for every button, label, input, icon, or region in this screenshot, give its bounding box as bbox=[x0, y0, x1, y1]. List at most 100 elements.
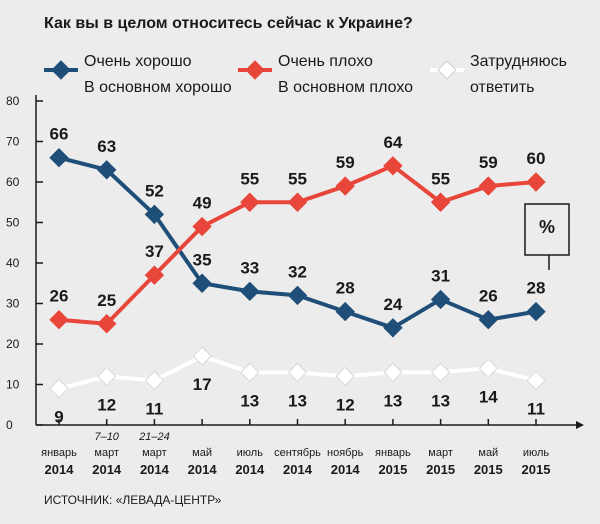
x-tick-month: ноябрь bbox=[327, 447, 364, 459]
series-3-point bbox=[478, 358, 499, 379]
series-1-point bbox=[383, 318, 403, 338]
x-tick-month: январь bbox=[41, 447, 77, 459]
series-3-point bbox=[96, 366, 117, 387]
y-tick-label: 70 bbox=[6, 135, 20, 149]
legend-label: Очень плохо bbox=[278, 53, 373, 70]
legend-swatch-marker bbox=[437, 60, 457, 80]
data-label: 14 bbox=[479, 387, 498, 406]
data-label: 11 bbox=[145, 399, 163, 418]
y-tick-label: 10 bbox=[6, 378, 20, 392]
x-tick-month: май bbox=[192, 447, 212, 459]
series-1-point bbox=[526, 301, 546, 322]
data-label: 12 bbox=[97, 395, 116, 414]
series-1-point bbox=[430, 289, 451, 310]
legend-label: В основном плохо bbox=[278, 79, 413, 96]
series-3-point bbox=[192, 346, 212, 366]
x-tick-year: 2015 bbox=[426, 462, 455, 477]
series-2-point bbox=[335, 176, 355, 196]
legend-label: ответить bbox=[470, 79, 535, 96]
unit-box bbox=[524, 203, 570, 256]
x-tick-year: 2014 bbox=[188, 462, 218, 477]
x-axis-arrow bbox=[576, 421, 584, 429]
unit-label: % bbox=[539, 217, 555, 237]
series-1-point bbox=[478, 309, 499, 330]
data-label: 13 bbox=[240, 391, 259, 410]
series-1-point bbox=[96, 160, 117, 180]
y-tick-label: 0 bbox=[6, 418, 13, 432]
data-label: 17 bbox=[193, 375, 212, 394]
data-label: 35 bbox=[193, 250, 212, 269]
series-3-point bbox=[49, 378, 69, 399]
data-label: 28 bbox=[336, 279, 355, 298]
data-label: 26 bbox=[50, 287, 69, 306]
y-tick-label: 50 bbox=[6, 216, 20, 230]
legend-swatch-marker bbox=[245, 60, 265, 80]
data-label: 26 bbox=[479, 287, 498, 306]
series-2-point bbox=[96, 314, 117, 334]
data-label: 31 bbox=[431, 266, 450, 285]
data-label: 64 bbox=[383, 133, 402, 152]
x-tick-year: 2014 bbox=[331, 462, 361, 477]
data-label: 37 bbox=[145, 242, 164, 261]
data-label: 13 bbox=[383, 391, 402, 410]
series-1-point bbox=[144, 204, 165, 225]
data-label: 66 bbox=[50, 125, 69, 144]
data-label: 60 bbox=[527, 149, 546, 168]
legend-label: Очень хорошо bbox=[84, 53, 192, 70]
legend: Очень хорошо В основном хорошо Очень плохо… bbox=[44, 53, 567, 96]
x-axis-ticks: январь 2014 7–10 март 2014 21–24 март 2014 май 20… bbox=[41, 431, 550, 477]
x-tick-year: 2014 bbox=[140, 462, 170, 477]
unit-callout: % bbox=[524, 203, 570, 270]
series-layer bbox=[49, 147, 546, 399]
x-tick-month: март bbox=[94, 447, 119, 459]
y-tick-label: 30 bbox=[6, 297, 20, 311]
legend-label: В основном хорошо bbox=[84, 79, 232, 96]
axes bbox=[35, 95, 584, 429]
source-text: ИСТОЧНИК: «ЛЕВАДА-ЦЕНТР» bbox=[44, 493, 222, 507]
series-2-point bbox=[192, 216, 212, 237]
y-tick-label: 80 bbox=[6, 94, 20, 108]
x-tick-year: 2015 bbox=[522, 462, 551, 477]
y-axis-ticks: 0 10 20 30 40 50 60 70 80 bbox=[6, 94, 20, 432]
y-tick-label: 60 bbox=[6, 175, 20, 189]
data-label: 25 bbox=[97, 291, 116, 310]
y-tick-label: 40 bbox=[6, 256, 20, 270]
series-1-point bbox=[335, 301, 355, 322]
x-tick-year: 2015 bbox=[378, 462, 407, 477]
data-label: 12 bbox=[336, 395, 355, 414]
series-2-point bbox=[478, 176, 499, 196]
series-3-point bbox=[335, 366, 355, 387]
series-2-point bbox=[526, 172, 546, 192]
data-label: 9 bbox=[54, 408, 63, 427]
series-3-point bbox=[430, 362, 451, 383]
data-label: 24 bbox=[383, 295, 402, 314]
series-1-point bbox=[192, 273, 212, 293]
data-label: 59 bbox=[336, 153, 355, 172]
x-tick-year: 2014 bbox=[45, 462, 75, 477]
series-3-point bbox=[144, 370, 165, 391]
x-tick-month: июль bbox=[523, 447, 550, 459]
x-tick-date: 7–10 bbox=[94, 431, 119, 443]
series-2-point bbox=[144, 265, 165, 285]
data-label: 63 bbox=[97, 137, 116, 156]
data-label: 11 bbox=[527, 399, 545, 418]
data-label: 55 bbox=[431, 169, 450, 188]
x-tick-month: июль bbox=[237, 447, 264, 459]
series-3-point bbox=[287, 362, 308, 383]
data-label: 59 bbox=[479, 153, 498, 172]
x-tick-year: 2014 bbox=[92, 462, 122, 477]
series-1-point bbox=[49, 147, 69, 168]
y-tick-label: 20 bbox=[6, 337, 20, 351]
series-3-point bbox=[240, 362, 260, 383]
data-label: 32 bbox=[288, 262, 307, 281]
series-1-point bbox=[240, 281, 260, 302]
data-label: 33 bbox=[240, 258, 259, 277]
data-labels: 66 63 52 35 33 32 28 24 31 26 28 26 25 37 49 55 55 59 64 55… bbox=[50, 125, 546, 427]
chart-title: Как вы в целом относитесь сейчас к Украи… bbox=[44, 15, 413, 32]
data-label: 55 bbox=[240, 169, 259, 188]
data-label: 49 bbox=[193, 194, 212, 213]
x-tick-year: 2014 bbox=[283, 462, 313, 477]
series-2-point bbox=[430, 192, 451, 212]
data-label: 55 bbox=[288, 169, 307, 188]
